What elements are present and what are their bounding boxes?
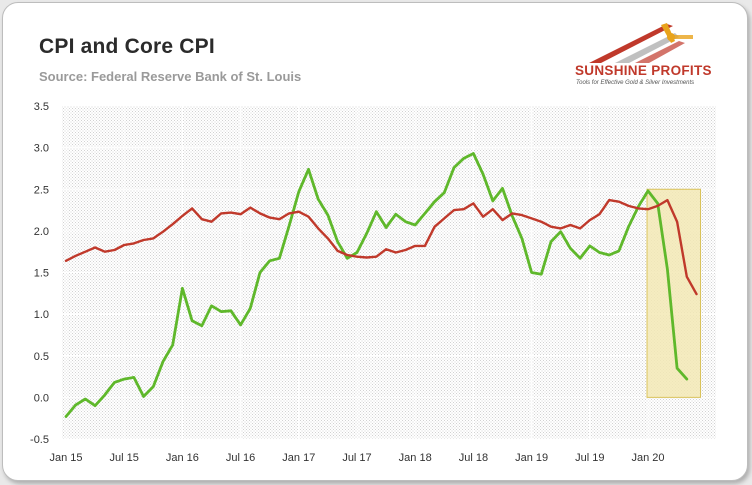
cpi-series-line	[64, 152, 689, 418]
sunshine-profits-logo: SUNSHINE PROFITS Tools for Effective Gol…	[575, 21, 725, 91]
x-tick-label: Jul 16	[226, 452, 255, 464]
highlight-region	[646, 188, 701, 398]
x-tick-label: Jan 15	[49, 452, 82, 464]
x-tick-label: Jan 19	[515, 452, 548, 464]
x-tick-label: Jul 19	[575, 452, 604, 464]
y-tick-label: 0.5	[34, 351, 49, 363]
x-tick-label: Jul 18	[459, 452, 488, 464]
y-tick-label: 3.0	[34, 143, 49, 155]
x-tick-label: Jan 17	[282, 452, 315, 464]
y-tick-label: 2.5	[34, 184, 49, 196]
x-tick-label: Jul 15	[110, 452, 139, 464]
y-tick-label: 3.5	[34, 101, 49, 113]
y-tick-label: 1.5	[34, 268, 49, 280]
y-tick-label: 0.0	[34, 392, 49, 404]
grid-lines	[62, 105, 716, 440]
chart-title: CPI and Core CPI	[39, 35, 215, 58]
x-tick-label: Jan 16	[166, 452, 199, 464]
series-lines	[64, 152, 698, 418]
y-tick-label: 2.0	[34, 226, 49, 238]
y-axis: -0.5 0.0 0.5 1.0 1.5 2.0 2.5 3.0 3.5	[30, 101, 49, 446]
highlight-box	[646, 188, 701, 398]
y-tick-label: -0.5	[30, 434, 49, 446]
x-tick-label: Jul 17	[342, 452, 371, 464]
x-tick-label: Jan 18	[399, 452, 432, 464]
sunburst-logo-icon	[589, 23, 693, 63]
x-tick-label: Jan 20	[631, 452, 664, 464]
logo-tagline: Tools for Effective Gold & Silver Invest…	[576, 80, 695, 86]
core-cpi-series-line	[64, 198, 698, 296]
chart-source: Source: Federal Reserve Bank of St. Loui…	[39, 69, 302, 84]
x-axis: Jan 15 Jul 15 Jan 16 Jul 16 Jan 17 Jul 17 Jan …	[49, 452, 664, 464]
logo-wordmark: SUNSHINE PROFITS	[575, 63, 712, 78]
y-tick-label: 1.0	[34, 309, 49, 321]
